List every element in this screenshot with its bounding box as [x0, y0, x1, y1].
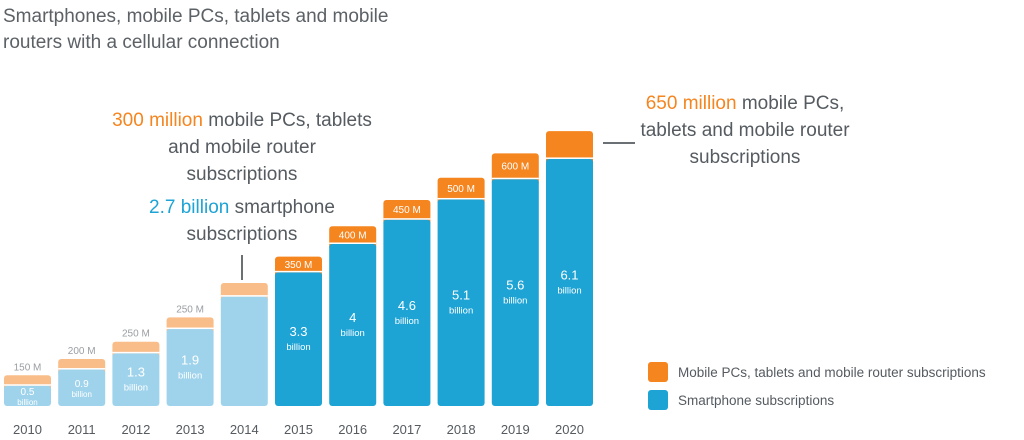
bar-unit-smartphone-2020: billion — [557, 285, 581, 296]
bar-segment-divider-2012 — [112, 351, 160, 354]
bar-value-other-2016: 400 M — [339, 230, 367, 241]
bar-unit-smartphone-2012: billion — [124, 383, 148, 394]
legend-item-smartphone: Smartphone subscriptions — [648, 386, 986, 414]
annotation-2014-other-text: mobile PCs, tablets and mobile router su… — [168, 110, 372, 185]
bar-value-other-2017: 450 M — [393, 205, 421, 216]
x-tick-label-2014: 2014 — [230, 422, 259, 437]
legend-label-smartphone: Smartphone subscriptions — [678, 392, 835, 408]
bar-value-other-2019: 600 M — [501, 162, 529, 173]
bar-segment-smartphone-2010 — [4, 385, 51, 406]
x-tick-label-2010: 2010 — [13, 422, 42, 437]
bar-segment-smartphone-2017 — [383, 219, 431, 406]
bar-unit-smartphone-2010: billion — [17, 398, 37, 407]
bar-segment-smartphone-2019 — [491, 179, 539, 406]
annotation-2014-other-highlight: 300 million — [112, 110, 203, 131]
bar-unit-smartphone-2019: billion — [503, 296, 527, 307]
x-tick-label-2013: 2013 — [176, 422, 205, 437]
legend-item-other: Mobile PCs, tablets and mobile router su… — [648, 358, 986, 386]
x-tick-label-2017: 2017 — [392, 422, 421, 437]
bar-segment-smartphone-2020 — [546, 158, 593, 406]
x-tick-label-2016: 2016 — [338, 422, 367, 437]
x-tick-label-2020: 2020 — [555, 422, 584, 437]
legend-swatch-smartphone — [648, 390, 668, 410]
legend-swatch-other — [648, 362, 668, 382]
bar-value-smartphone-2020: 6.1 — [560, 267, 578, 282]
bar-value-smartphone-2010: 0.5 — [21, 387, 35, 398]
legend-label-other: Mobile PCs, tablets and mobile router su… — [678, 364, 986, 380]
bar-segment-divider-2020 — [546, 157, 593, 159]
bar-value-other-2013: 250 M — [176, 304, 204, 315]
bar-segment-smartphone-2012 — [112, 353, 160, 406]
bar-segment-divider-2015 — [275, 270, 322, 273]
bar-value-other-2012: 250 M — [122, 329, 150, 340]
bar-segment-smartphone-2011 — [58, 369, 106, 406]
bar-segment-smartphone-2013 — [166, 329, 214, 406]
bar-unit-smartphone-2011: billion — [71, 390, 91, 399]
bar-value-smartphone-2016: 4 — [349, 310, 356, 325]
annotation-2014-smartphone-text: smartphone subscriptions — [186, 197, 335, 245]
bar-value-other-2018: 500 M — [447, 184, 475, 195]
bar-value-smartphone-2015: 3.3 — [289, 324, 307, 339]
bar-value-smartphone-2011: 0.9 — [75, 379, 89, 390]
bar-segment-divider-2019 — [491, 177, 539, 180]
bar-value-other-2010: 150 M — [14, 362, 42, 373]
bar-segment-divider-2010 — [4, 384, 51, 386]
bar-value-smartphone-2012: 1.3 — [127, 365, 145, 380]
bar-unit-smartphone-2016: billion — [341, 328, 365, 339]
bar-value-other-2015: 350 M — [285, 260, 313, 271]
bar-unit-smartphone-2018: billion — [449, 306, 473, 317]
chart-legend: Mobile PCs, tablets and mobile router su… — [648, 358, 986, 414]
bar-segment-smartphone-2014 — [220, 296, 268, 406]
bar-value-smartphone-2017: 4.6 — [398, 298, 416, 313]
annotation-2014-smartphone-highlight: 2.7 billion — [149, 197, 230, 218]
bar-segment-divider-2017 — [383, 218, 431, 220]
bar-segment-smartphone-2016 — [329, 244, 377, 406]
bar-value-smartphone-2019: 5.6 — [506, 278, 524, 293]
bar-segment-divider-2014 — [220, 295, 268, 297]
annotation-2020-other-text: mobile PCs, tablets and mobile router su… — [640, 93, 850, 168]
bar-segment-divider-2013 — [166, 327, 214, 330]
bar-unit-smartphone-2015: billion — [286, 342, 310, 353]
x-tick-label-2019: 2019 — [501, 422, 530, 437]
bar-value-smartphone-2018: 5.1 — [452, 288, 470, 303]
x-tick-label-2015: 2015 — [284, 422, 313, 437]
bar-segment-divider-2018 — [437, 197, 485, 200]
bar-value-smartphone-2013: 1.9 — [181, 353, 199, 368]
bar-unit-smartphone-2013: billion — [178, 371, 202, 382]
bar-segment-divider-2016 — [329, 242, 377, 244]
bar-value-other-2011: 200 M — [68, 346, 96, 357]
bar-segment-smartphone-2018 — [437, 199, 485, 406]
bar-segment-divider-2011 — [58, 368, 106, 370]
annotation-2014-smartphone: 2.7 billion smartphone subscriptions — [117, 194, 367, 248]
annotation-2020-other-highlight: 650 million — [645, 93, 737, 114]
bar-segment-other-2019 — [491, 153, 539, 186]
x-tick-label-2012: 2012 — [121, 422, 150, 437]
bar-segment-smartphone-2015 — [275, 272, 322, 406]
x-tick-label-2018: 2018 — [447, 422, 476, 437]
annotation-2014-other: 300 million mobile PCs, tablets and mobi… — [112, 107, 372, 188]
bar-segment-other-2020 — [546, 131, 593, 165]
chart-title: Smartphones, mobile PCs, tablets and mob… — [3, 6, 389, 53]
x-tick-label-2011: 2011 — [68, 422, 96, 437]
annotation-2020-other: 650 million mobile PCs, tablets and mobi… — [626, 90, 864, 171]
bar-unit-smartphone-2017: billion — [395, 316, 419, 327]
